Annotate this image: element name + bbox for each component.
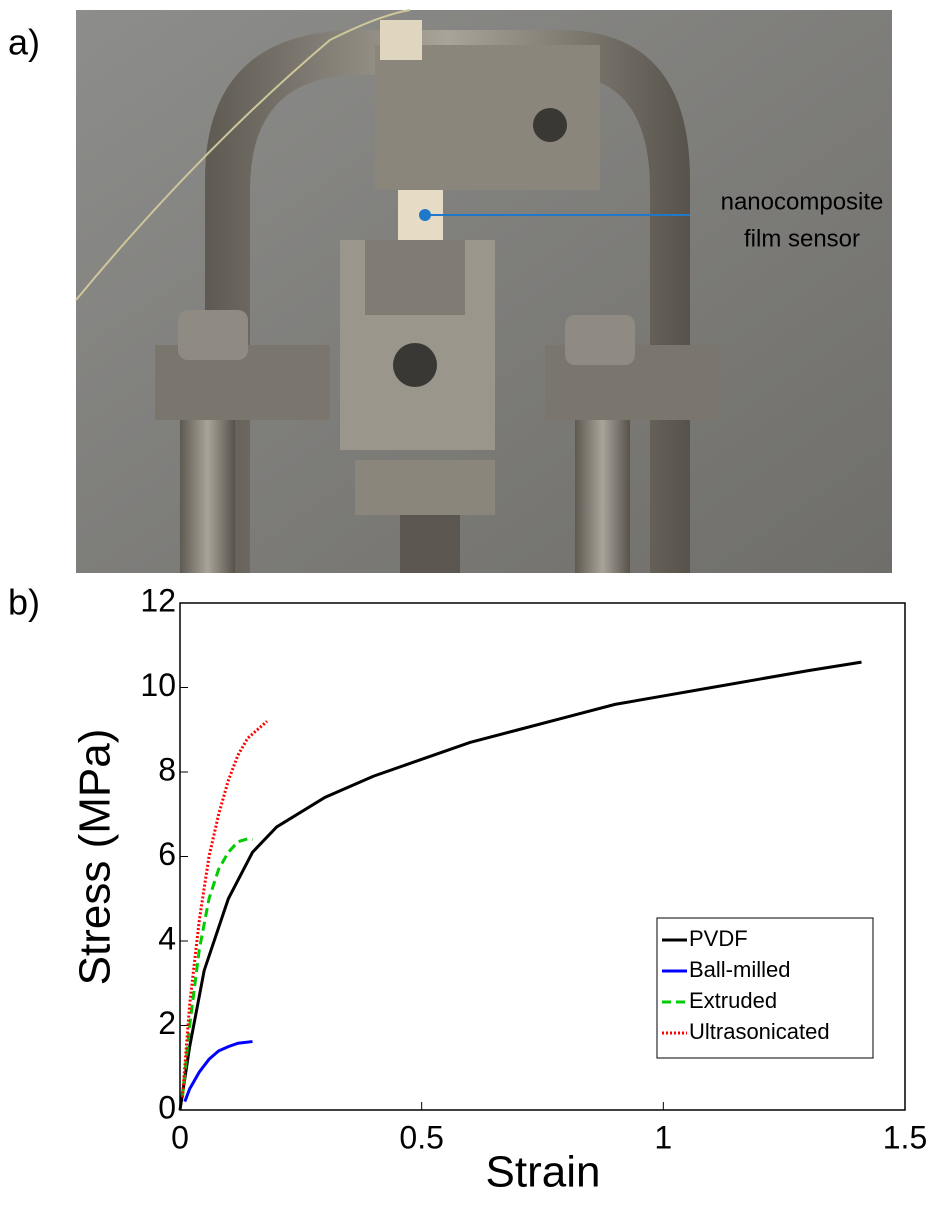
- series-line: [183, 1040, 253, 1103]
- y-tick-label: 12: [140, 582, 176, 618]
- x-tick-label: 0.5: [399, 1119, 443, 1155]
- x-tick-label: 0: [171, 1119, 189, 1155]
- series-line: [180, 837, 253, 1098]
- legend-label: Ultrasonicated: [689, 1019, 830, 1044]
- panel-label: b): [8, 582, 40, 623]
- legend-label: PVDF: [689, 926, 748, 951]
- x-axis-label: Strain: [486, 1148, 601, 1197]
- annotation: nanocomposite: [721, 188, 884, 215]
- legend-label: Ball-milled: [689, 957, 790, 982]
- legend: [656, 917, 874, 1059]
- y-tick-label: 6: [158, 836, 176, 872]
- y-tick-label: 8: [158, 751, 176, 787]
- x-tick-label: 1.5: [883, 1119, 927, 1155]
- x-tick-label: 1: [654, 1119, 672, 1155]
- annotation: film sensor: [744, 225, 860, 252]
- photo: nanocomposite film sensor: [75, 9, 892, 573]
- y-axis-label: Stress (MPa): [71, 729, 120, 986]
- series-line: [178, 660, 862, 1111]
- y-tick-label: 10: [140, 667, 176, 703]
- y-tick-label: 4: [158, 920, 176, 956]
- series-line: [180, 720, 268, 1098]
- y-tick-label: 2: [158, 1005, 176, 1041]
- legend-label: Extruded: [689, 988, 777, 1013]
- panel-label: a): [8, 22, 40, 63]
- y-tick-label: 0: [158, 1089, 176, 1125]
